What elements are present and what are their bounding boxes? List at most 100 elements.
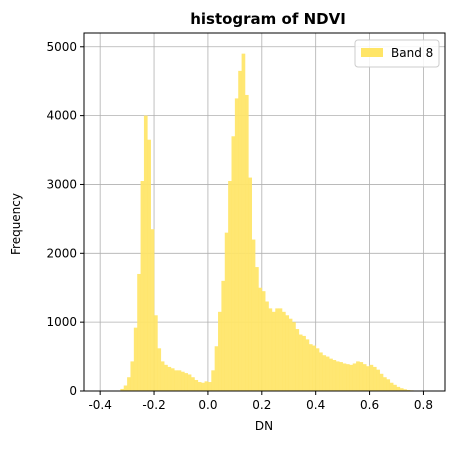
histogram-bar xyxy=(224,232,229,391)
y-axis-label: Frequency xyxy=(9,193,23,255)
histogram-bar xyxy=(298,334,303,391)
histogram-bar xyxy=(218,311,222,391)
histogram-bar xyxy=(268,308,273,391)
histogram-bar xyxy=(147,139,151,391)
histogram-bar xyxy=(396,386,401,391)
histogram-bar xyxy=(191,377,195,391)
histogram-bar xyxy=(295,329,300,391)
histogram-bar xyxy=(288,318,293,391)
histogram-bar xyxy=(130,361,135,391)
histogram-bar xyxy=(369,364,374,391)
histogram-bar xyxy=(359,362,364,391)
x-tick-label: -0.4 xyxy=(88,398,111,412)
histogram-bar xyxy=(403,389,407,391)
histogram-bar xyxy=(325,356,330,391)
histogram-bar xyxy=(120,388,125,391)
histogram-bar xyxy=(157,348,162,391)
histogram-bar xyxy=(376,369,380,391)
legend-swatch xyxy=(361,48,383,57)
histogram-bar xyxy=(261,291,266,391)
histogram-bar xyxy=(248,177,253,391)
histogram-bar xyxy=(133,327,138,391)
y-tick-label: 4000 xyxy=(46,109,77,123)
histogram-bar xyxy=(339,362,343,391)
x-tick-label: 0.6 xyxy=(360,398,379,412)
histogram-bar xyxy=(292,322,296,391)
histogram-bar xyxy=(352,363,357,391)
x-axis-label: DN xyxy=(255,419,273,433)
y-tick-label: 2000 xyxy=(46,246,77,260)
histogram-bar xyxy=(231,136,236,391)
histogram-bar xyxy=(167,366,172,391)
histogram-bar xyxy=(332,360,337,391)
legend: Band 8 xyxy=(354,39,440,68)
histogram-bar xyxy=(201,382,205,391)
histogram-bar xyxy=(180,371,185,391)
histogram-bar xyxy=(349,364,354,391)
histogram-bar xyxy=(127,377,131,391)
histogram-bar xyxy=(197,382,202,391)
histogram-bars xyxy=(120,53,421,392)
histogram-bar xyxy=(251,239,256,391)
histogram-bar xyxy=(308,344,313,391)
histogram-bar xyxy=(356,361,360,391)
plot-frame xyxy=(83,32,446,392)
histogram-bar xyxy=(204,381,209,391)
histogram-bar xyxy=(285,315,290,391)
histogram-bar xyxy=(271,311,276,391)
histogram-bar xyxy=(282,311,286,391)
histogram-bar xyxy=(322,355,327,391)
histogram-bar xyxy=(214,346,219,391)
histogram-bar xyxy=(211,370,215,391)
histogram-bar xyxy=(184,373,189,391)
histogram-bar xyxy=(154,315,158,391)
histogram-bar xyxy=(143,115,148,391)
histogram-bar xyxy=(399,388,404,391)
x-tick-label: 0.8 xyxy=(414,398,433,412)
histogram-bar xyxy=(234,98,239,392)
x-tick-label: -0.2 xyxy=(142,398,165,412)
y-tick-label: 5000 xyxy=(46,40,77,54)
histogram-bar xyxy=(345,364,350,391)
histogram-bar xyxy=(379,373,384,391)
histogram-bar xyxy=(164,364,168,391)
y-tick-label: 3000 xyxy=(46,177,77,191)
histogram-bar xyxy=(160,361,165,391)
histogram-bar xyxy=(383,377,387,391)
y-tick-label: 0 xyxy=(69,384,77,398)
histogram-bar xyxy=(372,366,377,391)
histogram-bar xyxy=(150,229,155,391)
histogram-bar xyxy=(278,308,283,391)
chart-title: histogram of NDVI xyxy=(190,10,346,28)
histogram-bar xyxy=(187,374,192,391)
histogram-bar xyxy=(389,382,394,391)
y-tick-label: 1000 xyxy=(46,315,77,329)
histogram-bar xyxy=(228,181,232,391)
legend-label: Band 8 xyxy=(391,46,433,60)
histogram-bar xyxy=(140,181,145,391)
histogram-bar xyxy=(305,339,310,391)
x-tick-label: 0.0 xyxy=(198,398,217,412)
histogram-bar xyxy=(275,308,279,391)
histogram-bar xyxy=(221,280,226,391)
histogram-bar xyxy=(386,379,391,391)
histogram-bar xyxy=(329,358,333,391)
histogram-bar xyxy=(312,345,316,391)
histogram-bar xyxy=(123,385,128,391)
histogram-bar xyxy=(255,267,259,391)
histogram-bar xyxy=(244,94,249,391)
histogram-bar xyxy=(177,370,182,391)
tick-marks xyxy=(80,46,424,395)
histogram-bar xyxy=(258,287,263,391)
histogram-bar xyxy=(207,382,212,391)
histogram-bar xyxy=(241,53,246,392)
histogram-bar xyxy=(406,389,411,391)
x-tick-label: 0.2 xyxy=(252,398,271,412)
histogram-bar xyxy=(319,352,323,391)
histogram-bar xyxy=(342,363,347,391)
histogram-bar xyxy=(362,364,367,391)
x-tick-label: 0.4 xyxy=(306,398,325,412)
histogram-bar xyxy=(137,273,141,391)
histogram-bar xyxy=(315,348,320,391)
